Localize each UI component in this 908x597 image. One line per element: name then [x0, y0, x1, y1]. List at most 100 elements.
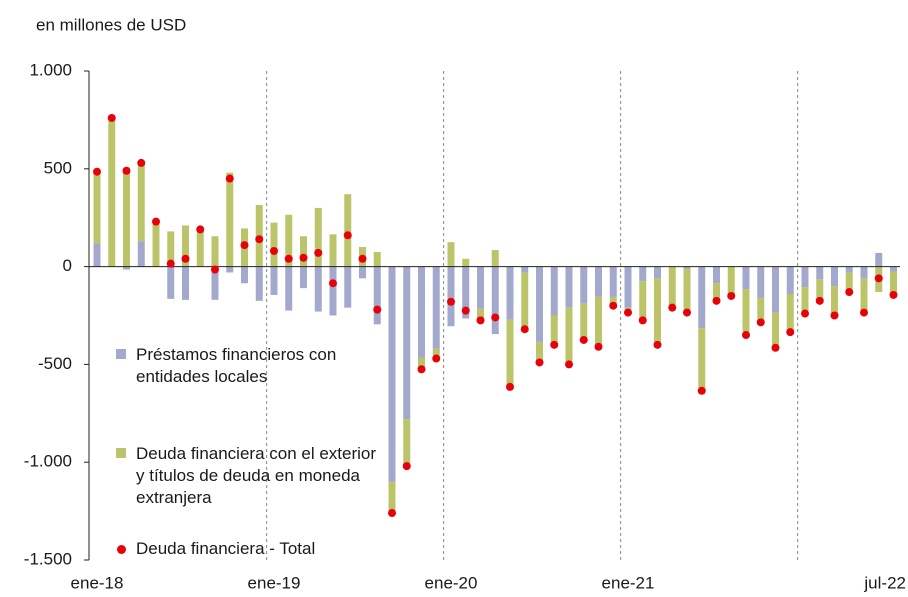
bar [742, 289, 750, 336]
y-tick-label: 0 [63, 256, 72, 275]
bar [300, 236, 307, 267]
chart-title: en millones de USD [36, 15, 186, 34]
bar [403, 266, 411, 420]
total-dot [771, 343, 780, 352]
total-dot [889, 290, 898, 299]
bar [816, 266, 824, 280]
bar [477, 308, 484, 321]
legend-label: Deuda financiera - Total [136, 539, 316, 558]
bar [624, 266, 632, 308]
legend-label: Deuda financiera con el exterior y títul… [136, 444, 377, 507]
bar [226, 172, 234, 267]
bar [137, 162, 145, 242]
bar [890, 266, 897, 272]
bar [757, 266, 765, 298]
y-tick-label: -1.500 [24, 549, 72, 568]
bar [432, 266, 440, 349]
bar [270, 266, 278, 295]
total-dot [609, 301, 618, 310]
bar [344, 266, 352, 308]
bar [595, 296, 602, 347]
bar [845, 272, 853, 293]
bar [801, 266, 809, 288]
bar [609, 296, 617, 306]
total-dot [107, 113, 116, 122]
bar [167, 231, 175, 267]
bar [418, 266, 425, 358]
total-dot [225, 174, 234, 183]
x-tick-label: ene-18 [71, 573, 124, 592]
total-dot [196, 225, 205, 234]
bar [152, 221, 160, 267]
bar [462, 258, 470, 267]
bar [167, 266, 175, 299]
bar [329, 234, 337, 267]
bar [270, 222, 278, 267]
x-tick-label: ene-19 [248, 573, 301, 592]
total-dot [93, 167, 101, 176]
bar [845, 266, 853, 273]
bar [211, 266, 219, 300]
total-dot [122, 166, 131, 175]
total-dot [594, 342, 603, 351]
bar [565, 307, 573, 365]
bar [639, 266, 647, 282]
bar [477, 266, 484, 309]
total-dot [638, 316, 647, 325]
legend-item: Préstamos financieros con entidades loca… [116, 344, 386, 388]
bar [786, 266, 794, 294]
total-dot [299, 253, 308, 262]
bar [654, 278, 661, 345]
total-dot [373, 305, 382, 314]
total-dot [314, 248, 323, 257]
total-dot [845, 288, 854, 297]
bar [727, 266, 735, 296]
x-tick-label: ene-20 [425, 573, 478, 592]
bar [373, 266, 381, 325]
total-dot [727, 291, 736, 300]
bar [182, 266, 189, 300]
bar [521, 272, 529, 330]
total-dot [270, 246, 278, 255]
total-dot [388, 509, 396, 518]
bar [713, 283, 720, 301]
total-dot [417, 365, 426, 374]
total-dot [565, 360, 573, 369]
total-dot [506, 382, 514, 391]
total-dot [137, 158, 146, 167]
total-dot [358, 254, 367, 263]
total-dot [343, 231, 352, 240]
bar [772, 312, 779, 348]
bar [447, 266, 455, 327]
bar [772, 266, 779, 313]
bar [300, 266, 307, 289]
bar [550, 266, 558, 316]
bar [196, 229, 204, 267]
total-dot [447, 297, 455, 306]
bar [698, 328, 706, 391]
bar [801, 287, 809, 314]
total-dot [535, 358, 544, 367]
bar [550, 315, 558, 345]
total-dot [284, 254, 293, 263]
bar [211, 236, 219, 267]
bar [123, 167, 130, 267]
bar [447, 242, 455, 267]
bar [491, 249, 499, 267]
bar [536, 341, 543, 363]
total-dot [742, 331, 750, 340]
bar [580, 266, 588, 304]
bar [432, 348, 440, 359]
total-dot [668, 303, 677, 312]
y-tick-label: -1.000 [24, 452, 72, 471]
bar [831, 286, 838, 316]
legend-swatch [117, 545, 126, 554]
bar [388, 481, 396, 514]
bar [786, 293, 794, 333]
bar [373, 251, 381, 267]
bar [285, 214, 293, 267]
bar [639, 281, 647, 321]
total-dot [152, 217, 160, 226]
